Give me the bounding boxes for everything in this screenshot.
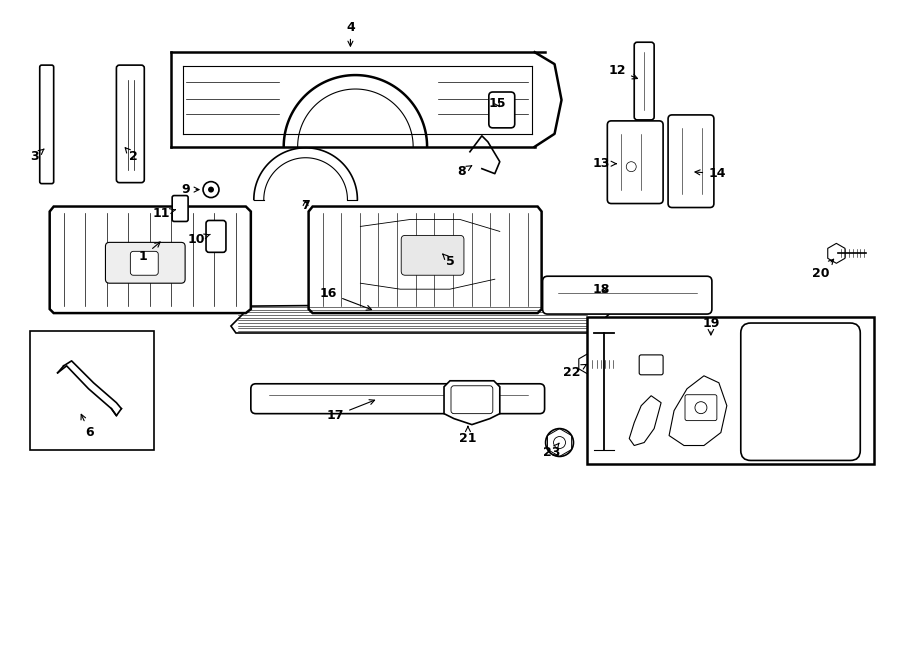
FancyBboxPatch shape (116, 65, 144, 182)
FancyBboxPatch shape (251, 384, 544, 414)
Text: 5: 5 (443, 254, 454, 268)
Polygon shape (444, 381, 500, 424)
Circle shape (208, 186, 214, 192)
FancyBboxPatch shape (608, 121, 663, 204)
Polygon shape (579, 354, 596, 374)
FancyBboxPatch shape (489, 92, 515, 128)
Polygon shape (50, 206, 251, 313)
Polygon shape (231, 303, 615, 333)
FancyBboxPatch shape (639, 355, 663, 375)
FancyBboxPatch shape (543, 276, 712, 314)
Polygon shape (309, 206, 542, 313)
Text: 3: 3 (31, 149, 44, 163)
Text: 15: 15 (489, 97, 507, 110)
Text: 1: 1 (139, 242, 160, 263)
Text: 13: 13 (593, 157, 616, 170)
Polygon shape (629, 396, 661, 446)
FancyBboxPatch shape (668, 115, 714, 208)
FancyBboxPatch shape (206, 221, 226, 253)
FancyBboxPatch shape (634, 42, 654, 120)
FancyBboxPatch shape (401, 235, 464, 275)
Text: 14: 14 (695, 167, 725, 180)
Text: 12: 12 (608, 63, 637, 79)
Text: 21: 21 (459, 426, 477, 445)
FancyBboxPatch shape (105, 243, 185, 283)
Text: 6: 6 (81, 414, 94, 439)
Text: 4: 4 (346, 20, 355, 46)
Text: 17: 17 (327, 400, 374, 422)
Text: 20: 20 (812, 259, 833, 280)
Text: 11: 11 (152, 207, 176, 220)
Text: 23: 23 (543, 443, 561, 459)
FancyBboxPatch shape (130, 251, 158, 275)
Text: 9: 9 (182, 183, 199, 196)
FancyBboxPatch shape (451, 386, 493, 414)
FancyBboxPatch shape (741, 323, 860, 461)
Text: 2: 2 (125, 147, 138, 163)
Text: 7: 7 (302, 199, 310, 212)
FancyBboxPatch shape (172, 196, 188, 221)
Text: 18: 18 (593, 283, 610, 295)
Polygon shape (669, 376, 727, 446)
FancyBboxPatch shape (685, 395, 717, 420)
Text: 22: 22 (562, 364, 586, 379)
Text: 16: 16 (320, 287, 372, 310)
FancyBboxPatch shape (40, 65, 54, 184)
Text: 8: 8 (457, 165, 472, 178)
Text: 19: 19 (702, 317, 720, 330)
Text: 10: 10 (187, 233, 211, 246)
Polygon shape (828, 243, 845, 263)
FancyBboxPatch shape (588, 317, 874, 465)
